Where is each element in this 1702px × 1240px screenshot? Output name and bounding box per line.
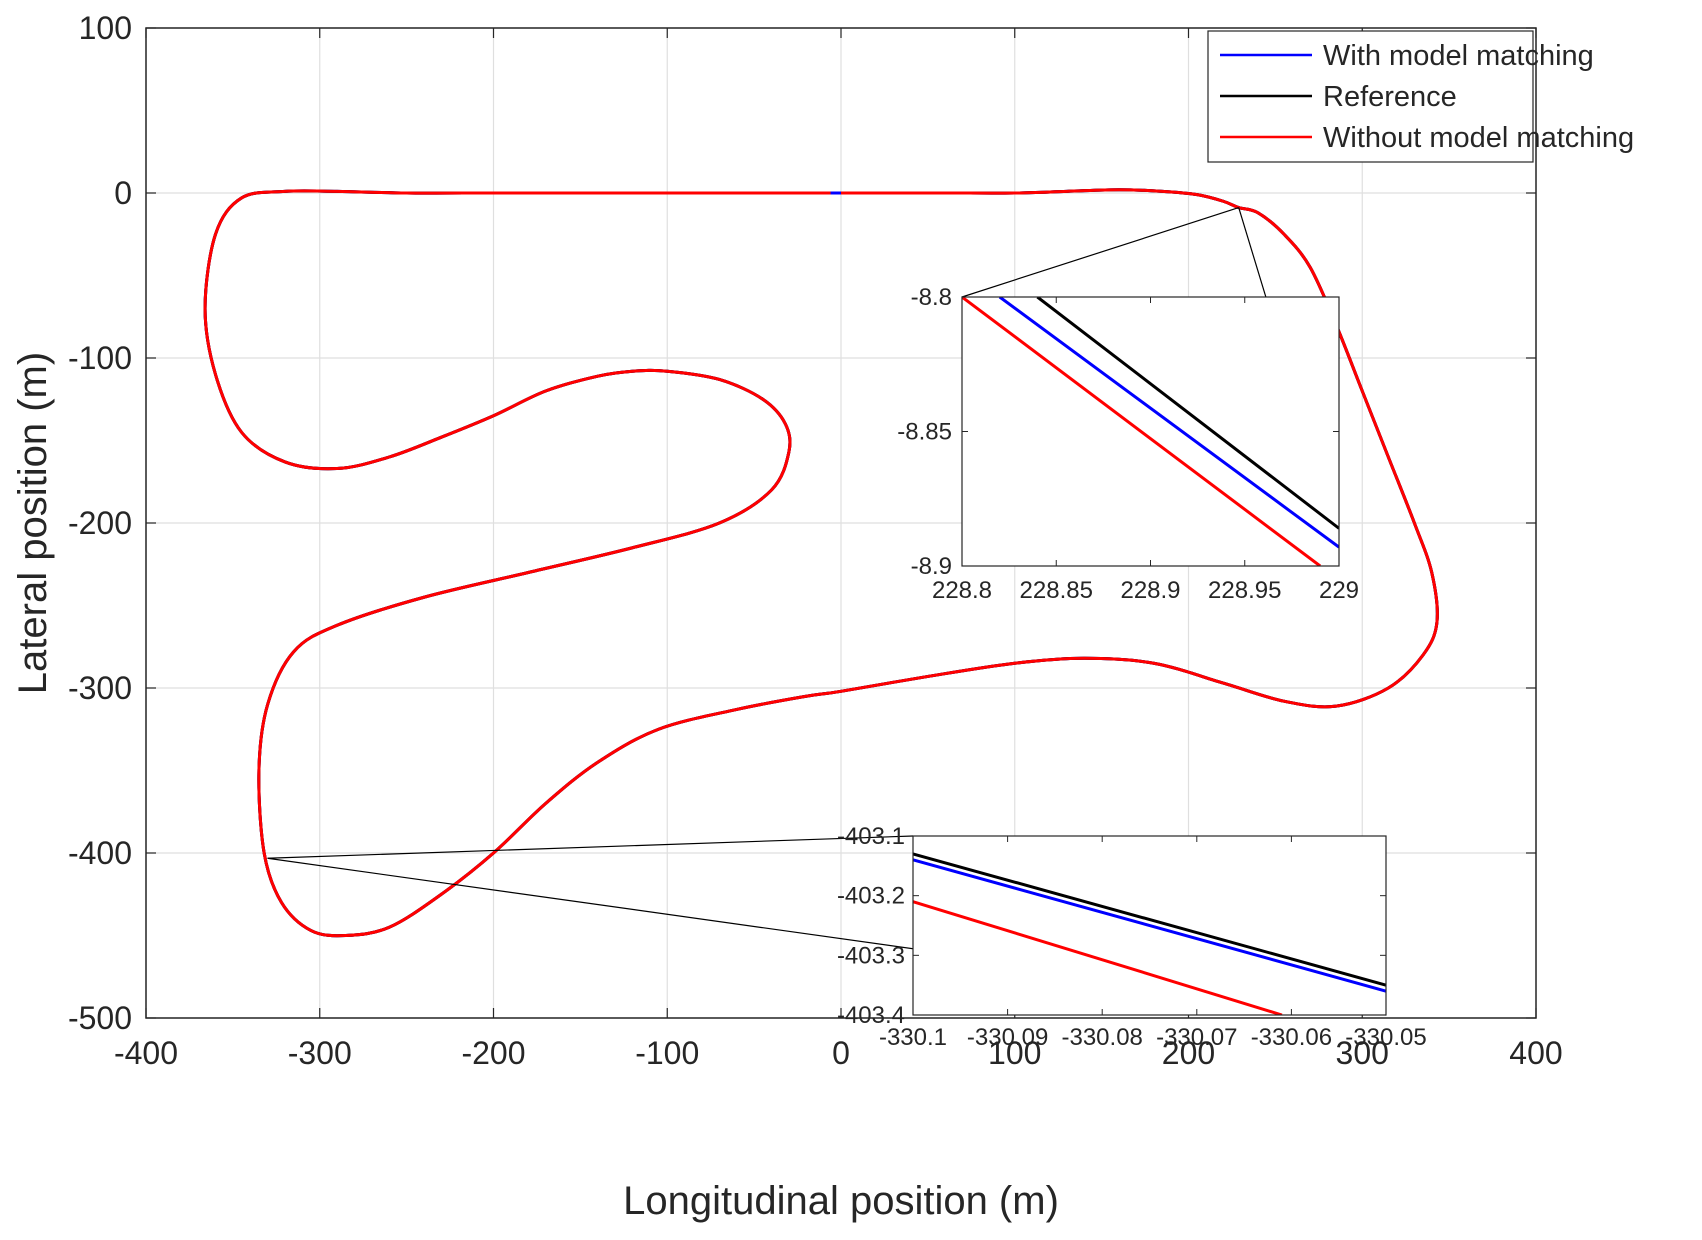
x-tick-label: -100 <box>635 1035 699 1071</box>
inset-y-tick-label: -8.9 <box>911 553 952 580</box>
zoom-connector <box>961 207 1239 298</box>
inset-series-line-with-model-matching <box>998 297 1339 549</box>
legend-label-with-model-matching: With model matching <box>1323 40 1594 72</box>
x-tick-label: 200 <box>1162 1035 1215 1071</box>
inset-plots: 228.8 228.85 228.9 228.95 229 -8.8 -8.85 -8.9 -3… <box>837 284 1427 1051</box>
inset-x-tick-label: 228.85 <box>1020 577 1093 604</box>
inset-x-tick-label: -330.07 <box>1156 1024 1237 1051</box>
inset-x-tick-label: -330.06 <box>1251 1024 1332 1051</box>
inset-series <box>913 852 1386 1015</box>
y-tick-label: -100 <box>68 340 132 376</box>
y-tick-label: 100 <box>79 10 132 46</box>
main-plot-border <box>145 27 1537 1019</box>
inset-x-tick-label: 228.9 <box>1120 577 1180 604</box>
main-ticks: -400 -300 -200 -100 0 100 200 300 400 100 0 -100 -20… <box>68 10 1563 1071</box>
inset-x-tick-label: 229 <box>1319 577 1359 604</box>
inset-series-line-without-model-matching <box>913 900 1283 1015</box>
inset-y-tick-label: -403.4 <box>837 1002 905 1029</box>
x-tick-label: -300 <box>288 1035 352 1071</box>
inset-x-tick-label: -330.09 <box>967 1024 1048 1051</box>
zoom-connector <box>267 835 914 859</box>
inset-x-tick-label: 228.8 <box>932 577 992 604</box>
inset-y-tick-label: -403.2 <box>837 883 905 910</box>
inset-x-tick-label: -330.08 <box>1061 1024 1142 1051</box>
x-tick-label: 100 <box>988 1035 1041 1071</box>
y-tick-label: -400 <box>68 835 132 871</box>
inset-y-tick-label: -403.1 <box>837 823 905 850</box>
inset-plot-border <box>912 835 1387 1016</box>
x-tick-label: 0 <box>832 1035 850 1071</box>
legend: With model matching Reference Without mo… <box>1207 30 1634 163</box>
x-tick-label: 300 <box>1336 1035 1389 1071</box>
inset-y-tick-label: -8.8 <box>911 284 952 311</box>
inset-plot-2: -330.1 -330.09 -330.08 -330.07 -330.06 -330.0… <box>837 823 1427 1051</box>
legend-label-reference: Reference <box>1323 81 1457 113</box>
y-tick-label: 0 <box>114 175 132 211</box>
y-tick-label: -500 <box>68 1000 132 1036</box>
inset-series-line-with-model-matching <box>913 858 1386 993</box>
inset-series-line-reference <box>913 852 1386 987</box>
y-tick-label: -200 <box>68 505 132 541</box>
inset-y-tick-label: -8.85 <box>897 419 952 446</box>
x-tick-label: 400 <box>1509 1035 1562 1071</box>
inset-y-tick-label: -403.3 <box>837 942 905 969</box>
legend-label-without-model-matching: Without model matching <box>1323 122 1634 154</box>
inset-series <box>962 297 1339 566</box>
y-axis-label: Lateral position (m) <box>11 352 55 694</box>
inset-series-line-without-model-matching <box>962 297 1322 566</box>
inset-x-tick-label: -330.05 <box>1345 1024 1426 1051</box>
inset-plot-1: 228.8 228.85 228.9 228.95 229 -8.8 -8.85 -8.9 <box>897 284 1359 604</box>
inset-series-line-reference <box>1036 297 1339 530</box>
inset-x-tick-label: -330.1 <box>879 1024 947 1051</box>
inset-plot-border <box>961 296 1340 567</box>
x-tick-label: -400 <box>114 1035 178 1071</box>
inset-plot-area <box>962 297 1339 566</box>
inset-x-tick-label: 228.95 <box>1208 577 1281 604</box>
x-axis-label: Longitudinal position (m) <box>623 1179 1059 1223</box>
x-tick-label: -200 <box>461 1035 525 1071</box>
y-tick-label: -300 <box>68 670 132 706</box>
